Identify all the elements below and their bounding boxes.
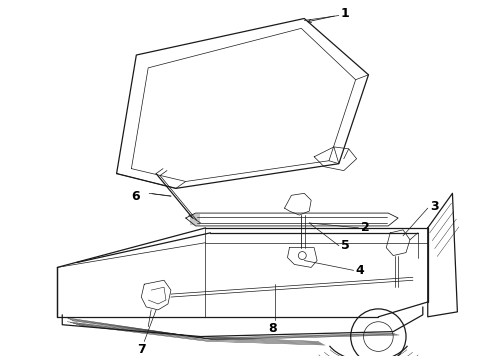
Text: 6: 6 <box>131 190 140 203</box>
Text: 7: 7 <box>137 343 146 356</box>
Text: 3: 3 <box>430 200 439 213</box>
Text: 8: 8 <box>269 322 277 335</box>
Text: 5: 5 <box>341 239 349 252</box>
Text: 1: 1 <box>341 7 349 20</box>
Text: 4: 4 <box>356 264 365 277</box>
Text: 2: 2 <box>361 221 369 234</box>
